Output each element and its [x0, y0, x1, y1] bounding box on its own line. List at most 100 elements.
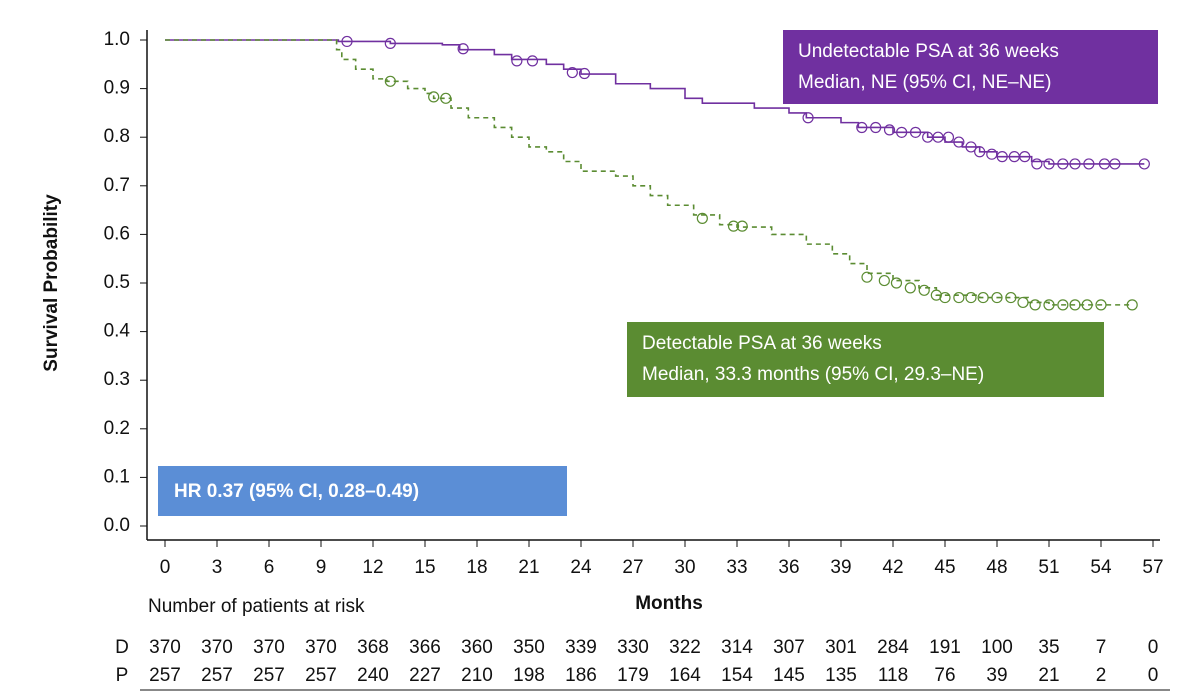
risk-value: 370	[305, 637, 337, 658]
x-tick-label: 6	[264, 557, 275, 578]
risk-value: 368	[357, 637, 389, 658]
censor-mark	[457, 43, 469, 55]
risk-value: 2	[1096, 665, 1107, 686]
censor-mark	[991, 291, 1003, 304]
censor-mark	[977, 291, 989, 304]
risk-value: 257	[201, 665, 233, 686]
y-tick-label: 0.5	[104, 272, 130, 293]
censor-mark	[883, 124, 896, 136]
x-tick-label: 15	[414, 557, 435, 578]
survival-curve	[165, 39, 1145, 165]
censor-mark	[986, 148, 998, 160]
x-tick-label: 27	[622, 557, 643, 578]
censor-mark	[1031, 158, 1043, 170]
risk-value: 135	[825, 665, 857, 686]
risk-row-label: P	[116, 665, 129, 686]
risk-value: 257	[149, 665, 181, 686]
censor-mark	[1043, 299, 1055, 311]
legend-box	[783, 30, 1158, 104]
risk-table-title: Number of patients at risk	[148, 596, 365, 617]
x-tick-label: 18	[466, 557, 487, 578]
censor-mark	[526, 55, 539, 67]
y-tick-label: 0.1	[104, 466, 130, 487]
risk-value: 0	[1148, 665, 1159, 686]
risk-value: 307	[773, 637, 805, 658]
risk-value: 164	[669, 665, 701, 686]
censor-mark	[696, 212, 708, 224]
risk-value: 210	[461, 665, 493, 686]
risk-value: 257	[305, 665, 337, 686]
y-tick-label: 0.2	[104, 418, 130, 439]
censor-mark	[918, 284, 930, 296]
censor-mark	[939, 291, 951, 304]
censor-mark	[965, 141, 977, 153]
censor-mark	[1029, 299, 1041, 311]
risk-value: 198	[513, 665, 545, 686]
risk-value: 7	[1096, 637, 1107, 658]
censor-mark	[1069, 158, 1081, 170]
censor-mark	[578, 67, 591, 80]
x-tick-label: 45	[934, 557, 955, 578]
x-tick-label: 36	[778, 557, 799, 578]
y-tick-label: 0.9	[104, 78, 130, 99]
legend-box	[627, 322, 1104, 397]
y-tick-label: 0.6	[104, 223, 130, 244]
risk-value: 314	[721, 637, 753, 658]
censor-mark	[1017, 296, 1029, 309]
risk-row-label: D	[115, 637, 129, 658]
x-tick-label: 54	[1090, 557, 1112, 578]
risk-value: 366	[409, 637, 441, 658]
censor-mark	[1057, 299, 1069, 311]
censor-mark	[870, 121, 882, 134]
censor-mark	[996, 151, 1008, 163]
risk-value: 191	[929, 637, 961, 658]
censor-mark	[953, 291, 965, 304]
censor-mark	[1126, 299, 1138, 311]
risk-value: 330	[617, 637, 649, 658]
censor-mark	[440, 92, 452, 104]
risk-value: 240	[357, 665, 389, 686]
censor-mark	[953, 136, 965, 148]
censor-mark	[384, 75, 396, 87]
censor-mark	[904, 282, 916, 294]
risk-value: 322	[669, 637, 701, 658]
censor-mark	[1057, 158, 1069, 170]
risk-value: 370	[253, 637, 285, 658]
risk-value: 284	[877, 637, 909, 658]
x-tick-label: 33	[726, 557, 747, 578]
legend-median: Median, NE (95% CI, NE–NE)	[798, 72, 1051, 93]
y-tick-label: 0.3	[104, 369, 130, 390]
legend-name: Undetectable PSA at 36 weeks	[798, 41, 1059, 62]
legend-name: Detectable PSA at 36 weeks	[642, 333, 882, 354]
y-tick-label: 0.4	[104, 321, 131, 342]
censor-mark	[802, 112, 814, 124]
censor-mark	[896, 126, 908, 138]
y-tick-label: 0.8	[104, 126, 130, 147]
risk-value: 301	[825, 637, 857, 658]
x-tick-label: 48	[986, 557, 1007, 578]
risk-value: 339	[565, 637, 597, 658]
risk-value: 370	[201, 637, 233, 658]
risk-value: 118	[878, 665, 908, 686]
censor-mark	[1083, 158, 1095, 170]
risk-value: 227	[409, 665, 441, 686]
risk-value: 39	[986, 665, 1007, 686]
x-tick-label: 12	[362, 557, 383, 578]
censor-mark	[1043, 158, 1055, 170]
y-tick-label: 1.0	[104, 29, 130, 50]
censor-mark	[384, 37, 396, 50]
censor-mark	[1138, 158, 1150, 170]
risk-value: 179	[617, 665, 649, 686]
censor-mark	[965, 291, 977, 304]
censor-mark	[736, 220, 748, 232]
y-tick-label: 0.0	[104, 515, 130, 536]
x-tick-label: 0	[160, 557, 171, 578]
x-tick-label: 9	[316, 557, 327, 578]
censor-mark	[1095, 299, 1107, 311]
x-tick-label: 3	[212, 557, 223, 578]
risk-value: 360	[461, 637, 493, 658]
x-tick-label: 21	[518, 557, 539, 578]
risk-value: 35	[1038, 637, 1059, 658]
x-tick-label: 51	[1038, 557, 1059, 578]
